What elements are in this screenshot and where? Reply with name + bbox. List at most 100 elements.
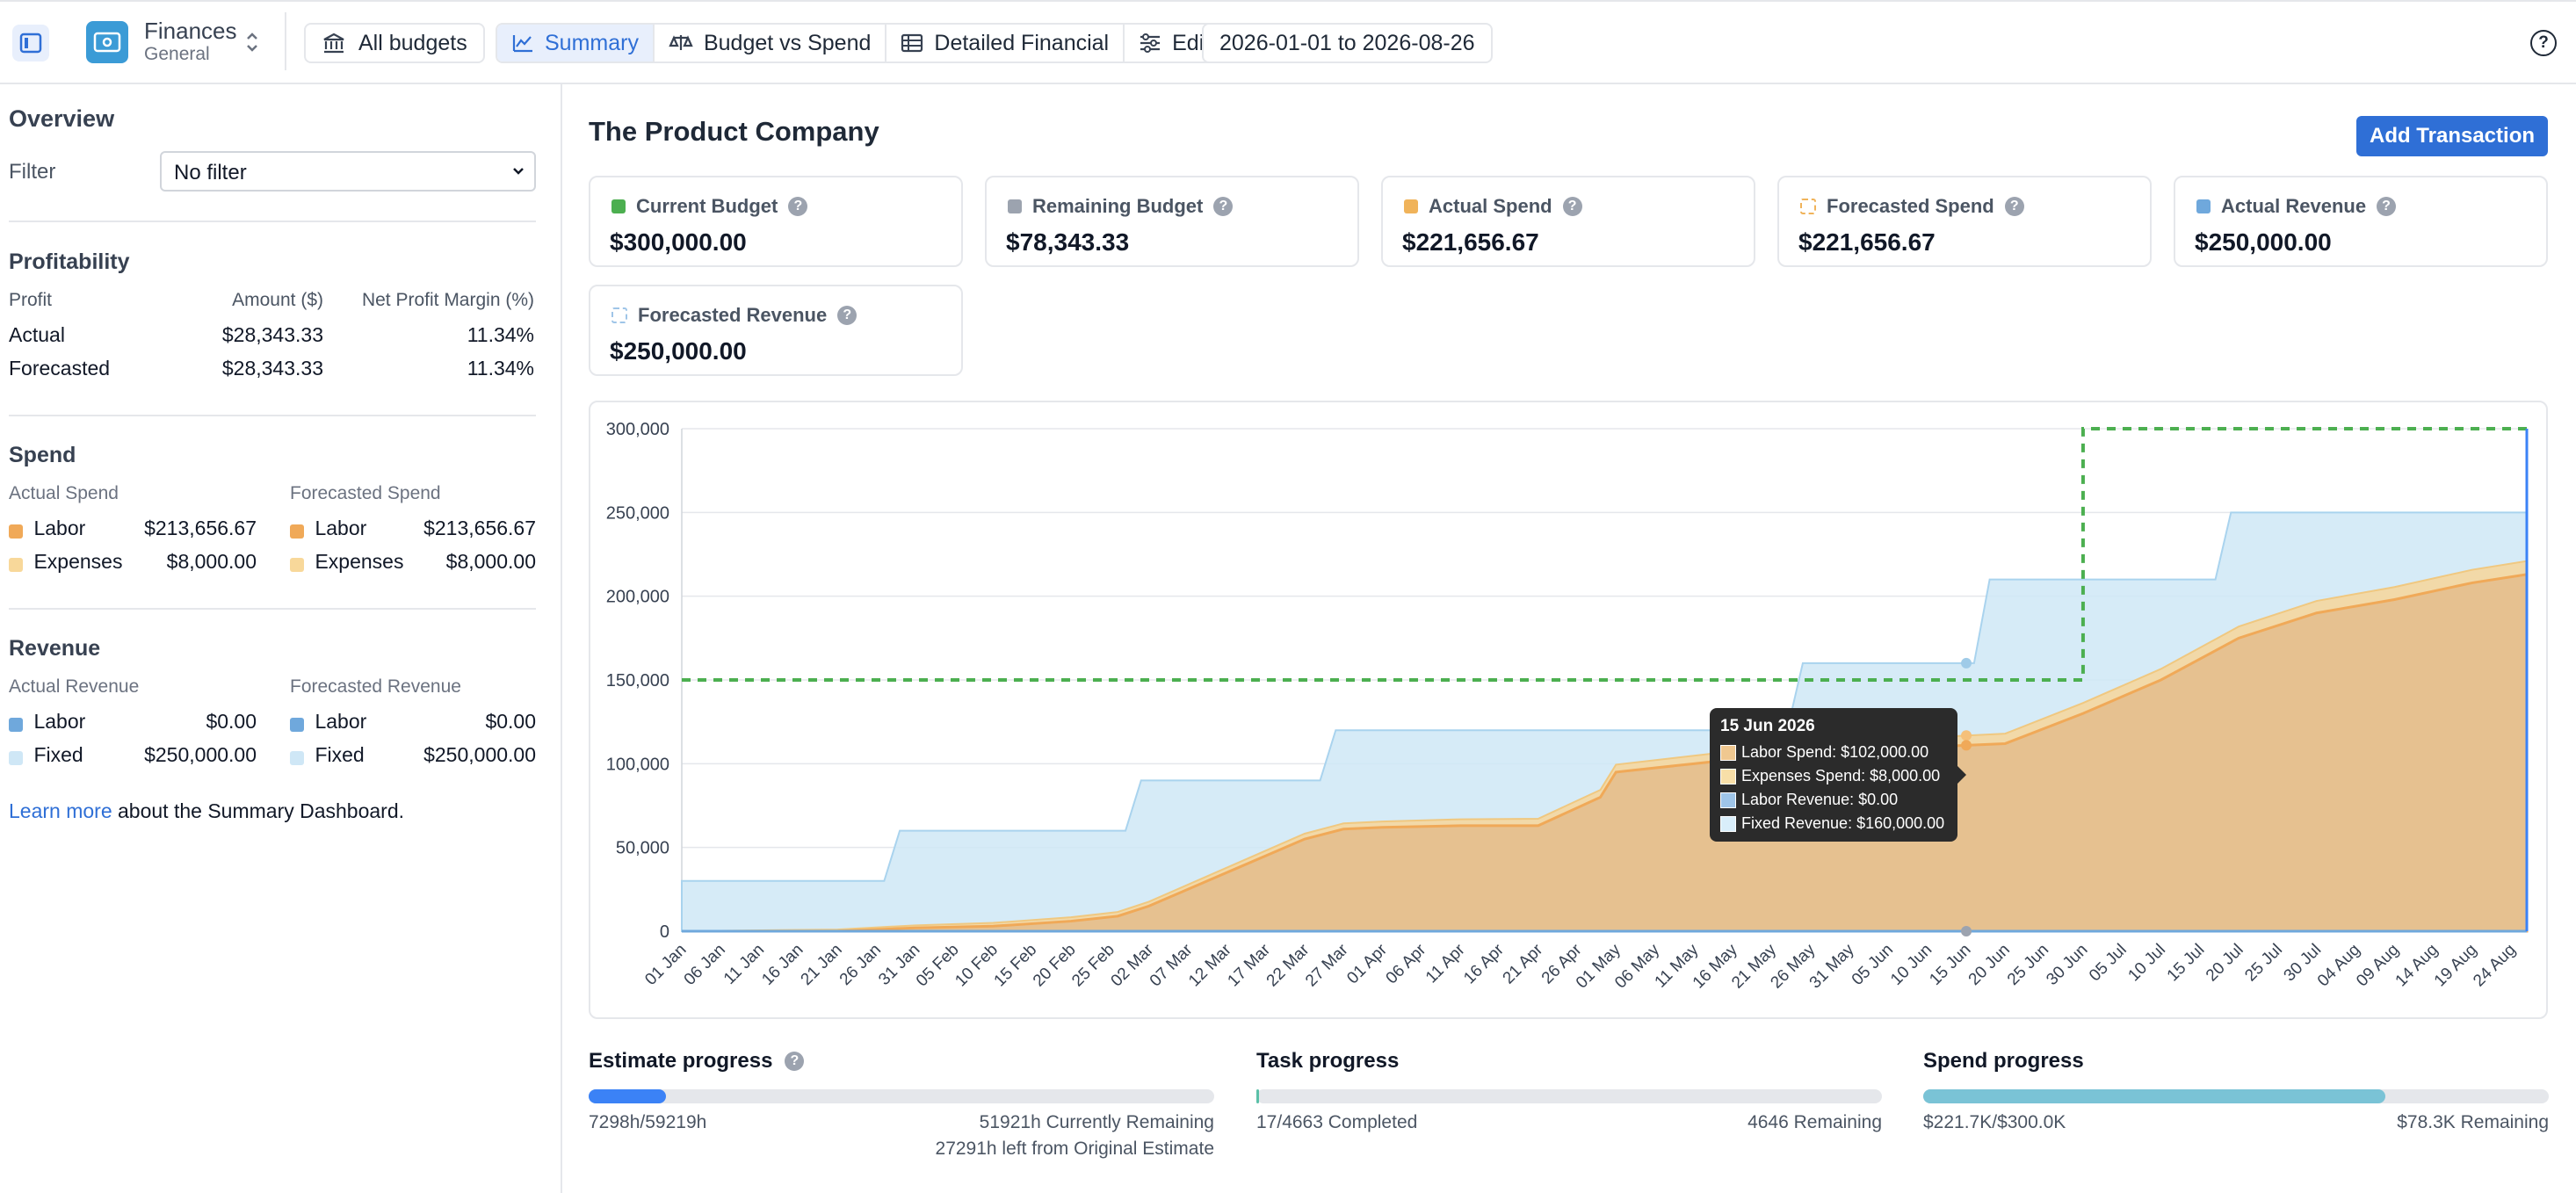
sidebar-toggle-button[interactable] [12, 25, 49, 61]
x-tick-label: 20 Jun [1965, 941, 2014, 989]
card-swatch [611, 199, 626, 213]
app-switcher[interactable]: Finances General [84, 18, 278, 70]
profit-actual-amount: $28,343.33 [221, 323, 323, 346]
x-tick-label: 15 Feb [991, 941, 1041, 991]
labor-swatch [290, 524, 304, 539]
fixed-revenue-swatch [9, 750, 23, 765]
tab-summary[interactable]: Summary [497, 25, 655, 61]
top-bar: Finances General All budgets Summary Bud… [0, 0, 2576, 84]
x-tick-label: 20 Feb [1030, 941, 1080, 991]
legend-label: Fixed [315, 743, 365, 766]
x-tick-label: 21 Jan [798, 941, 846, 989]
y-tick-label: 200,000 [606, 588, 669, 607]
filter-select-value: No filter [174, 161, 247, 184]
company-title: The Product Company [589, 116, 879, 147]
card-label-text: Actual Spend [1429, 195, 1552, 217]
sidebar: Overview Filter No filter Profitability … [0, 84, 562, 1193]
card-swatch [1800, 199, 1816, 214]
x-tick-label: 06 Apr [1383, 940, 1430, 987]
summary-card: Actual Revenue ? $250,000.00 [2174, 176, 2548, 267]
x-tick-label: 01 Jan [641, 941, 690, 989]
tooltip-line: Expenses Spend: $8,000.00 [1720, 767, 1947, 785]
hover-point [1961, 657, 1972, 669]
chart-tooltip: 15 Jun 2026 Labor Spend: $102,000.00 Expe… [1710, 708, 1966, 842]
all-budgets-button[interactable]: All budgets [304, 23, 485, 63]
legend-item: Labor $0.00 [290, 710, 536, 734]
x-tick-label: 01 Apr [1343, 940, 1391, 987]
view-tabs: Summary Budget vs Spend Detailed Financi… [496, 23, 1226, 63]
legend-label: Expenses [315, 550, 404, 573]
divider [285, 12, 286, 70]
forecast-spend-header: Forecasted Spend [290, 483, 441, 503]
progress-title-text: Task progress [1256, 1049, 1400, 1073]
x-tick-label: 21 Apr [1500, 940, 1547, 987]
progress-left-text: $221.7K/$300.0K [1923, 1112, 2066, 1132]
x-tick-label: 17 Mar [1224, 940, 1274, 990]
app-name: Finances [144, 18, 237, 44]
progress-bar [589, 1089, 1214, 1103]
profit-actual-margin: 11.34% [467, 323, 534, 346]
tooltip-swatch [1720, 792, 1736, 808]
finance-app-icon [86, 21, 128, 63]
learn-more-rest: about the Summary Dashboard. [112, 799, 405, 822]
tooltip-line: Fixed Revenue: $160,000.00 [1720, 814, 1947, 833]
summary-area-chart: 0 50,000 100,000 150,000 200,000 250,000 300,0… [606, 420, 2529, 993]
sliders-icon [1140, 33, 1161, 53]
tab-budget-vs-spend[interactable]: Budget vs Spend [655, 25, 887, 61]
fixed-revenue-swatch [290, 750, 304, 765]
tab-budget-vs-spend-label: Budget vs Spend [703, 30, 872, 55]
tooltip-text: Fixed Revenue: $160,000.00 [1741, 814, 1945, 832]
x-tick-label: 09 Aug [2353, 941, 2403, 991]
legend-value: $0.00 [206, 710, 257, 733]
revenue-title: Revenue [9, 636, 101, 661]
card-value: $221,656.67 [1402, 228, 1539, 256]
help-icon[interactable]: ? [2004, 197, 2024, 216]
card-label-text: Actual Revenue [2221, 195, 2367, 217]
card-label: Actual Revenue ? [2196, 195, 2397, 218]
help-icon[interactable]: ? [837, 306, 857, 325]
x-tick-label: 22 Mar [1263, 940, 1313, 990]
hover-point [1961, 926, 1972, 936]
profitability-title: Profitability [9, 249, 130, 274]
filter-select[interactable]: No filter [160, 151, 536, 192]
legend-item: Labor $213,656.67 [9, 517, 257, 540]
tab-detailed-financial-label: Detailed Financial [934, 30, 1110, 55]
tooltip-text: Expenses Spend: $8,000.00 [1741, 767, 1941, 784]
y-tick-label: 150,000 [606, 671, 669, 690]
progress-bar [1256, 1089, 1882, 1103]
divider [9, 221, 536, 222]
profit-forecast-margin: 11.34% [467, 357, 534, 380]
tooltip-text: Labor Revenue: $0.00 [1741, 791, 1899, 808]
date-range-picker[interactable]: 2026-01-01 to 2026-08-26 [1202, 23, 1493, 63]
progress-left-text: 17/4663 Completed [1256, 1112, 1418, 1132]
card-value: $300,000.00 [610, 228, 747, 256]
legend-label: Labor [33, 710, 86, 733]
summary-card: Forecasted Spend ? $221,656.67 [1777, 176, 2152, 267]
legend-value: $250,000.00 [144, 743, 257, 766]
card-label-text: Remaining Budget [1032, 195, 1204, 217]
learn-more-link[interactable]: Learn more [9, 799, 112, 822]
x-tick-label: 05 Feb [913, 941, 963, 991]
tab-detailed-financial[interactable]: Detailed Financial [886, 25, 1125, 61]
tooltip-swatch [1720, 744, 1736, 761]
help-icon[interactable]: ? [785, 1052, 805, 1071]
x-tick-label: 26 Jan [836, 941, 885, 989]
bank-icon [323, 33, 344, 54]
x-tick-label: 11 Jan [720, 941, 768, 988]
add-transaction-button[interactable]: Add Transaction [2356, 116, 2548, 156]
card-swatch [2196, 199, 2211, 213]
help-icon[interactable]: ? [1213, 197, 1234, 216]
legend-label: Labor [315, 710, 367, 733]
summary-card: Current Budget ? $300,000.00 [589, 176, 963, 267]
x-tick-label: 15 Jun [1926, 941, 1974, 989]
help-icon[interactable]: ? [2377, 197, 2397, 216]
legend-value: $213,656.67 [423, 517, 536, 539]
summary-card: Forecasted Revenue ? $250,000.00 [589, 285, 963, 376]
card-value: $250,000.00 [610, 337, 747, 365]
help-icon[interactable]: ? [788, 197, 808, 216]
help-button[interactable]: ? [2530, 30, 2557, 56]
card-swatch [1404, 199, 1418, 213]
help-icon[interactable]: ? [1562, 197, 1582, 216]
margin-column-header: Net Profit Margin (%) [361, 290, 534, 310]
progress-title: Spend progress [1923, 1049, 2084, 1074]
